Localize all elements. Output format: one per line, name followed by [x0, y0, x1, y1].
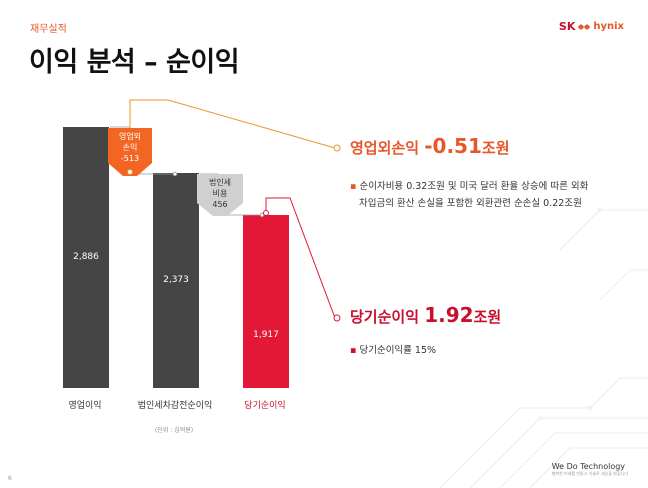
- net-income-heading: 당기순이익 1.92조원: [350, 303, 502, 327]
- sk-hynix-logo: SK hynix: [559, 20, 624, 33]
- non-operating-loss-heading: 영업외손익 -0.51조원: [350, 134, 510, 158]
- page-title: 이익 분석 – 순이익: [29, 47, 240, 78]
- bridge-loss-label: 영업외 손익 -513: [118, 132, 142, 163]
- logo-sk-text: SK: [558, 20, 576, 33]
- bridge-tax-label: 법인세 비용 456: [208, 178, 232, 209]
- bridge-income-tax: [197, 174, 243, 216]
- bar-pretax-income: [153, 173, 199, 388]
- category-label: 당기순이익: [244, 401, 286, 411]
- category-label: 영업이익: [68, 401, 102, 411]
- footer-brand: We Do Technology 행복한 미래를 만들고 기술로 세상을 밝힙니…: [551, 462, 628, 476]
- page-number: 6: [8, 475, 12, 482]
- butterfly-icon: [578, 24, 591, 29]
- bar-value-label: 2,886: [73, 251, 99, 262]
- bar-operating-profit: [63, 127, 109, 388]
- section-label: 재무실적: [30, 24, 67, 35]
- non-operating-loss-bullet: ▪ 순이자비용 0.32조원 및 미국 달러 환율 상승에 따른 외화 차입금의…: [350, 181, 589, 209]
- bar-value-label: 2,373: [163, 274, 189, 285]
- bar-net-income: [243, 214, 289, 388]
- bridge-non-operating-loss: [108, 128, 152, 176]
- logo-hynix-text: hynix: [593, 21, 624, 32]
- unit-label: (단위 : 십억원): [155, 427, 194, 434]
- bar-value-label: 1,917: [253, 330, 279, 341]
- category-label: 법인세차감전순이익: [137, 401, 213, 411]
- net-margin-bullet: ▪ 당기순이익률 15%: [350, 345, 437, 356]
